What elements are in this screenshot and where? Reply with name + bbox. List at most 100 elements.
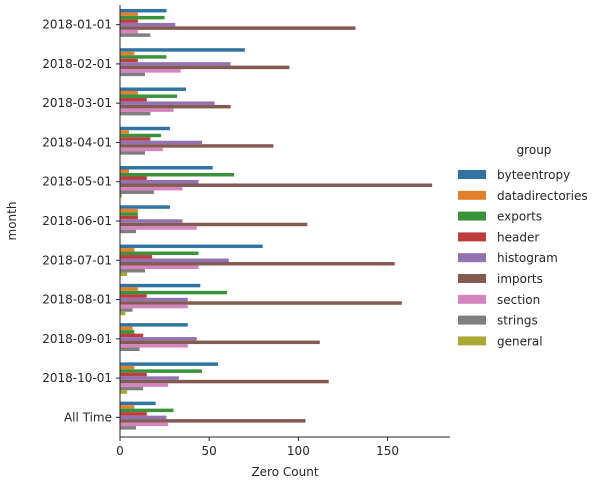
bar-header-2018-09-01 <box>120 333 144 338</box>
bar-datadirectories-2018-05-01 <box>120 169 129 173</box>
bar-datadirectories-2018-03-01 <box>120 90 138 95</box>
bar-section-2018-03-01 <box>120 108 174 112</box>
legend-swatch-general <box>458 336 486 346</box>
legend-title: group <box>517 143 552 157</box>
bar-exports-2018-09-01 <box>120 330 135 334</box>
bar-header-2018-06-01 <box>120 215 138 220</box>
bar-strings-2018-10-01 <box>120 386 144 391</box>
bar-histogram-2018-05-01 <box>120 179 199 184</box>
y-tick-label: 2018-04-01 <box>42 135 112 149</box>
bar-histogram-2018-09-01 <box>120 337 197 341</box>
bar-histogram-2018-04-01 <box>120 140 203 145</box>
bar-byteentropy-2018-10-01 <box>120 362 219 366</box>
bar-imports-2018-05-01 <box>120 183 433 187</box>
bar-histogram-2018-10-01 <box>120 376 179 380</box>
bar-exports-2018-04-01 <box>120 133 162 138</box>
y-ticks: 2018-01-01 2018-02-01 2018-03-01 2018-04-01… <box>42 18 120 424</box>
bar-imports-2018-07-01 <box>120 262 395 266</box>
legend-label-histogram: histogram <box>497 251 558 265</box>
bar-strings-2018-02-01 <box>120 72 145 77</box>
bar-section-2018-05-01 <box>120 186 183 191</box>
bar-header-2018-07-01 <box>120 255 153 259</box>
legend-label-section: section <box>497 293 540 307</box>
bar-byteentropy-2018-01-01 <box>120 8 167 13</box>
legend-label-imports: imports <box>497 272 543 286</box>
bar-imports-2018-06-01 <box>120 222 308 227</box>
bar-exports-2018-06-01 <box>120 212 138 216</box>
bar-imports-2018-03-01 <box>120 104 231 109</box>
bar-histogram-2018-08-01 <box>120 297 188 302</box>
bar-byteentropy-2018-04-01 <box>120 126 170 131</box>
y-tick-label: 2018-08-01 <box>42 293 112 307</box>
legend: group byteentropy datadirectories exports h… <box>458 143 588 348</box>
bar-datadirectories-2018-04-01 <box>120 130 129 134</box>
bar-byteentropy-2018-09-01 <box>120 323 188 327</box>
legend-label-header: header <box>497 230 539 244</box>
bar-exports-2018-02-01 <box>120 55 167 59</box>
y-tick-label: 2018-07-01 <box>42 253 112 267</box>
y-tick-label: 2018-02-01 <box>42 57 112 71</box>
bar-section-all-time <box>120 422 169 427</box>
legend-swatch-histogram <box>458 253 486 263</box>
y-tick-label: 2018-10-01 <box>42 371 112 385</box>
bar-exports-2018-10-01 <box>120 369 203 373</box>
x-tick-label: 50 <box>202 444 217 458</box>
bar-byteentropy-2018-06-01 <box>120 205 170 209</box>
bar-section-2018-01-01 <box>120 29 138 34</box>
legend-label-datadirectories: datadirectories <box>497 189 588 203</box>
bar-histogram-2018-07-01 <box>120 258 229 263</box>
bar-strings-2018-04-01 <box>120 151 145 155</box>
bar-byteentropy-2018-07-01 <box>120 244 263 249</box>
bar-general-2018-08-01 <box>120 311 126 316</box>
legend-swatch-datadirectories <box>458 190 486 200</box>
legend-label-byteentropy: byteentropy <box>497 168 570 182</box>
bar-header-2018-03-01 <box>120 97 147 102</box>
bar-header-2018-08-01 <box>120 294 147 298</box>
bar-datadirectories-2018-07-01 <box>120 248 135 252</box>
bar-imports-2018-02-01 <box>120 65 290 70</box>
bar-histogram-all-time <box>120 415 167 420</box>
bar-header-2018-02-01 <box>120 58 138 63</box>
bar-section-2018-02-01 <box>120 69 181 73</box>
bar-histogram-2018-03-01 <box>120 101 215 105</box>
bar-imports-all-time <box>120 419 306 423</box>
bar-datadirectories-2018-08-01 <box>120 287 138 291</box>
x-tick-label: 0 <box>116 444 124 458</box>
bar-general-2018-07-01 <box>120 272 128 276</box>
bar-imports-2018-04-01 <box>120 144 274 148</box>
legend-label-general: general <box>497 334 543 348</box>
legend-swatch-exports <box>458 211 486 221</box>
legend-swatch-imports <box>458 274 486 283</box>
bar-byteentropy-2018-08-01 <box>120 283 201 288</box>
bar-byteentropy-all-time <box>120 401 156 406</box>
bar-general-2018-05-01 <box>120 193 122 198</box>
bar-histogram-2018-06-01 <box>120 219 183 223</box>
legend-swatch-strings <box>458 315 486 325</box>
legend-label-exports: exports <box>497 210 542 224</box>
x-tick-label: 100 <box>287 444 310 458</box>
bar-header-all-time <box>120 412 147 416</box>
bar-byteentropy-2018-03-01 <box>120 87 186 91</box>
bar-exports-2018-03-01 <box>120 94 178 98</box>
bar-datadirectories-2018-06-01 <box>120 208 138 213</box>
legend-swatch-byteentropy <box>458 170 486 179</box>
bar-imports-2018-09-01 <box>120 340 320 345</box>
bar-imports-2018-01-01 <box>120 26 356 30</box>
bar-datadirectories-2018-02-01 <box>120 51 135 56</box>
bar-strings-2018-09-01 <box>120 347 140 352</box>
bar-byteentropy-2018-05-01 <box>120 166 213 170</box>
bar-section-2018-04-01 <box>120 147 163 152</box>
bars-layer <box>120 8 433 430</box>
bar-section-2018-06-01 <box>120 226 197 230</box>
bar-datadirectories-2018-09-01 <box>120 326 133 331</box>
bar-histogram-2018-01-01 <box>120 22 176 27</box>
bar-exports-2018-07-01 <box>120 251 199 256</box>
bar-datadirectories-2018-10-01 <box>120 365 135 370</box>
bar-section-2018-10-01 <box>120 383 169 387</box>
bar-histogram-2018-02-01 <box>120 62 231 66</box>
bar-general-2018-10-01 <box>120 390 128 394</box>
x-ticks: 0 50 100 150 <box>116 437 399 458</box>
bar-strings-2018-08-01 <box>120 308 133 312</box>
y-tick-label: 2018-05-01 <box>42 175 112 189</box>
